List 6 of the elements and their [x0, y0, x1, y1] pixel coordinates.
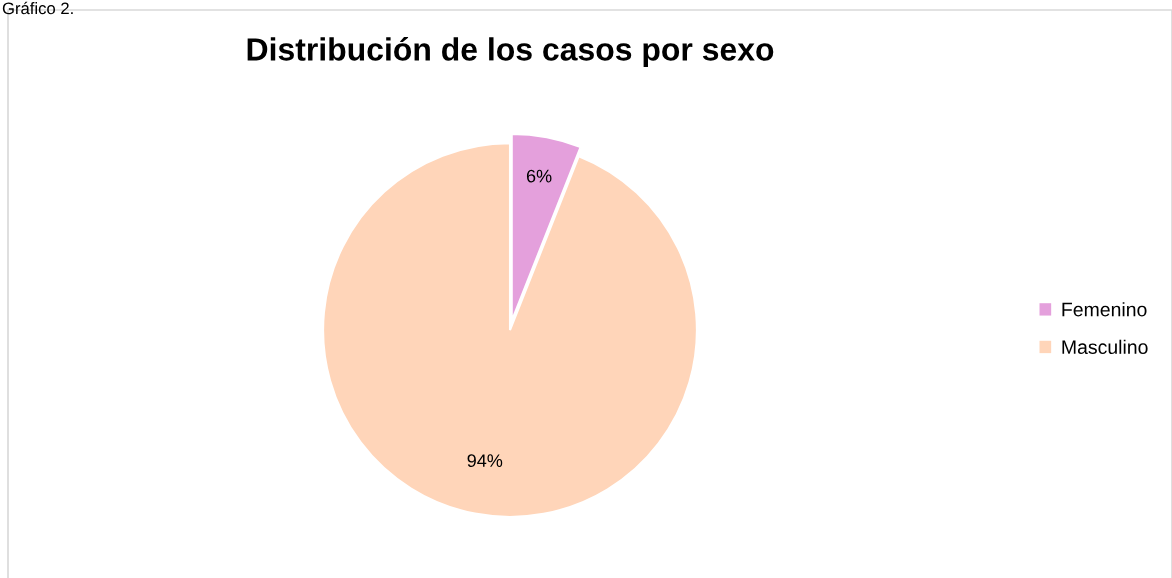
legend-label: Masculino: [1062, 339, 1148, 354]
data-label: 6%: [526, 169, 552, 183]
legend-label: Femenino: [1062, 302, 1147, 317]
chart-title: Distribución de los casos por sexo: [247, 36, 774, 68]
text: Gráfico 2.: [2, 1, 73, 15]
data-label: 94%: [467, 454, 503, 468]
